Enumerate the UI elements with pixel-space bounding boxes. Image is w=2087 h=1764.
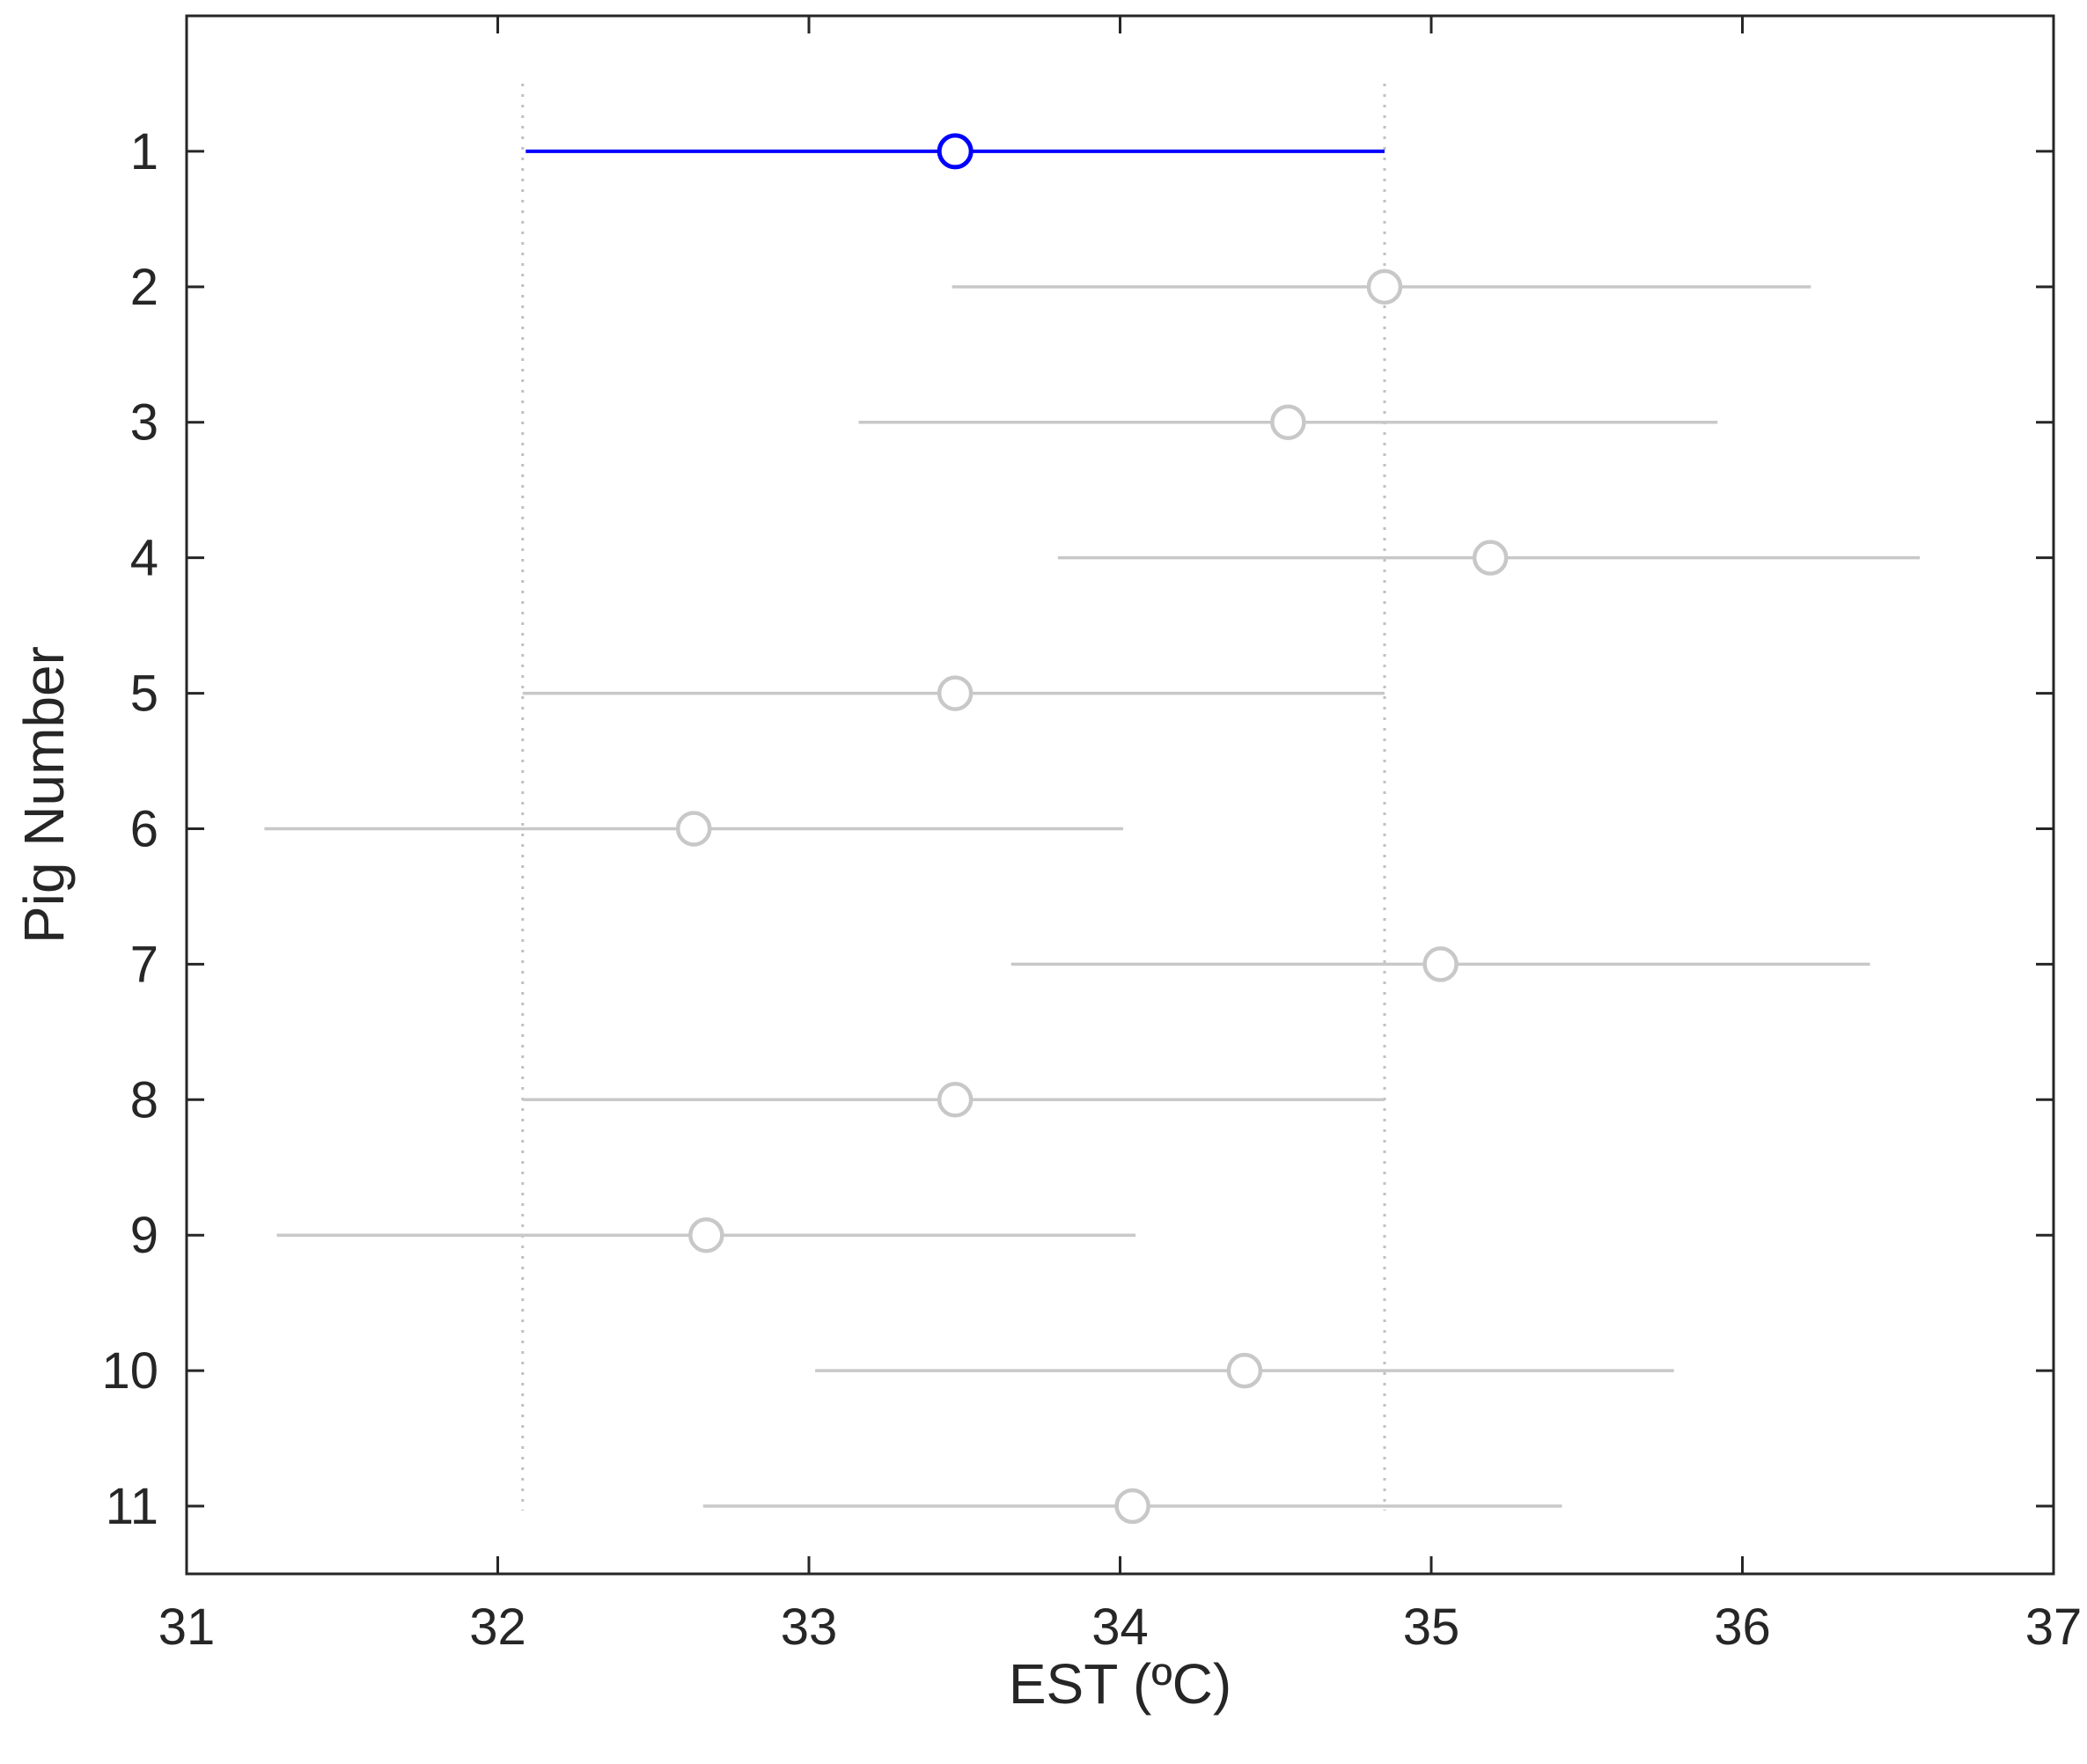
- y-tick-label-7: 7: [130, 936, 158, 993]
- interval-pig-4: [1057, 540, 1920, 576]
- mean-marker-pig-4: [1472, 540, 1509, 576]
- x-tick-label-34: 34: [1091, 1599, 1149, 1656]
- mean-marker-pig-6: [675, 811, 712, 847]
- mean-marker-pig-1: [937, 133, 974, 170]
- interval-pig-9: [276, 1216, 1136, 1253]
- x-tick-label-32: 32: [469, 1599, 526, 1656]
- x-tick-label-37: 37: [2025, 1599, 2083, 1656]
- y-tick-label-4: 4: [130, 530, 158, 587]
- y-tick-label-10: 10: [101, 1342, 158, 1400]
- mean-marker-pig-10: [1226, 1352, 1263, 1389]
- interval-pig-2: [952, 268, 1811, 305]
- mean-marker-pig-8: [937, 1082, 974, 1118]
- y-tick-label-6: 6: [130, 800, 158, 857]
- x-tick-label-33: 33: [781, 1599, 838, 1656]
- mean-marker-pig-7: [1422, 946, 1459, 982]
- mean-marker-pig-5: [937, 675, 974, 711]
- y-tick-label-2: 2: [130, 259, 158, 316]
- interval-pig-6: [264, 811, 1124, 847]
- x-tick-label-31: 31: [158, 1599, 216, 1656]
- y-tick-label-8: 8: [130, 1071, 158, 1128]
- plot-frame: [185, 14, 2055, 1576]
- y-axis-ticks: 1 2 3 4 5 6 7 8 9 10 11: [101, 123, 2054, 1535]
- mean-marker-pig-3: [1270, 404, 1306, 440]
- mean-marker-pig-9: [688, 1216, 724, 1253]
- y-tick-label-3: 3: [130, 394, 158, 452]
- x-tick-label-36: 36: [1714, 1599, 1771, 1656]
- axes-frame: [185, 14, 2055, 1576]
- interval-series: [264, 133, 1920, 1525]
- x-tick-label-35: 35: [1403, 1599, 1460, 1656]
- interval-pig-7: [1010, 946, 1870, 982]
- mean-marker-pig-2: [1366, 268, 1403, 305]
- x-axis-label: EST (ºC): [1009, 1652, 1231, 1716]
- y-tick-label-1: 1: [130, 123, 158, 180]
- interval-pig-5: [522, 675, 1385, 711]
- interval-pig-1: [525, 133, 1385, 170]
- mean-marker-pig-11: [1114, 1488, 1150, 1525]
- y-tick-label-5: 5: [130, 665, 158, 723]
- y-tick-label-9: 9: [130, 1207, 158, 1264]
- interval-pig-10: [815, 1352, 1674, 1389]
- y-axis-label: Pig Number: [12, 646, 76, 944]
- interval-pig-3: [858, 404, 1718, 440]
- interval-pig-11: [702, 1488, 1562, 1525]
- interval-pig-8: [522, 1082, 1385, 1118]
- x-axis-ticks: 31 32 33 34 35 36 37: [158, 16, 2083, 1656]
- y-tick-label-11: 11: [106, 1478, 158, 1535]
- reference-lines: [521, 83, 1386, 1510]
